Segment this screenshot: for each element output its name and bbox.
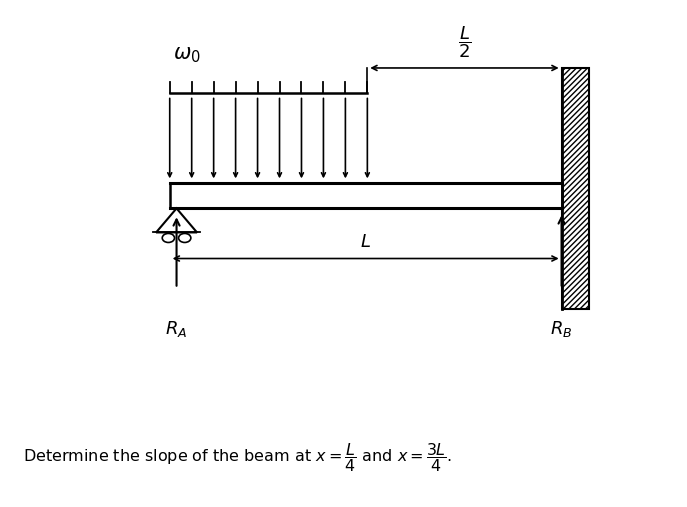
Text: $\dfrac{L}{2}$: $\dfrac{L}{2}$ bbox=[458, 25, 471, 60]
Text: $L$: $L$ bbox=[360, 233, 371, 251]
Bar bbox=[561, 68, 589, 309]
Polygon shape bbox=[156, 208, 197, 232]
Bar bbox=[170, 184, 561, 208]
Text: $R_A$: $R_A$ bbox=[166, 319, 188, 339]
Text: $R_B$: $R_B$ bbox=[550, 319, 573, 339]
Text: $\omega_0$: $\omega_0$ bbox=[173, 46, 201, 65]
Text: Determine the slope of the beam at $x = \dfrac{L}{4}$ and $x = \dfrac{3L}{4}$.: Determine the slope of the beam at $x = … bbox=[23, 441, 453, 474]
